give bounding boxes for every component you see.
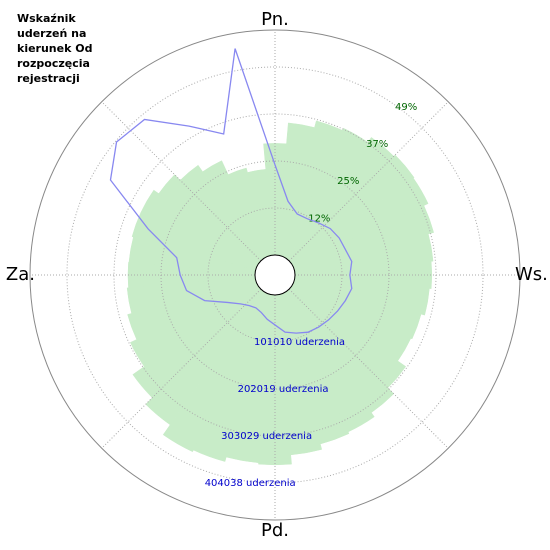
direction-label: Ws. bbox=[515, 264, 548, 285]
direction-label: Pn. bbox=[261, 9, 289, 30]
chart-title: Wskaźnik bbox=[17, 12, 76, 25]
chart-title: rozpoczęcia bbox=[17, 57, 90, 70]
r-tick-label: 101010 uderzenia bbox=[254, 337, 345, 348]
line bbox=[109, 48, 353, 334]
direction-label: Pd. bbox=[261, 520, 289, 541]
center-hole bbox=[254, 254, 296, 296]
r2-tick-label: 49% bbox=[395, 102, 417, 113]
grid-circle bbox=[66, 66, 484, 484]
chart-title: rejestracji bbox=[17, 72, 80, 85]
r-tick-label: 303029 uderzenia bbox=[221, 431, 312, 442]
r2-tick-label: 25% bbox=[337, 176, 359, 187]
r2-tick-label: 12% bbox=[308, 213, 330, 224]
r-tick-label: 404038 uderzenia bbox=[205, 478, 296, 489]
direction-label: Za. bbox=[6, 264, 35, 285]
r-tick-label: 202019 uderzenia bbox=[238, 384, 329, 395]
wedge bbox=[247, 169, 274, 256]
chart-title: uderzeń na bbox=[17, 27, 86, 40]
grid-circle bbox=[160, 160, 390, 390]
r2-tick-label: 37% bbox=[366, 139, 388, 150]
grid-circle bbox=[207, 207, 343, 343]
outer-circle bbox=[29, 29, 521, 521]
chart-title: kierunek Od bbox=[17, 42, 92, 55]
